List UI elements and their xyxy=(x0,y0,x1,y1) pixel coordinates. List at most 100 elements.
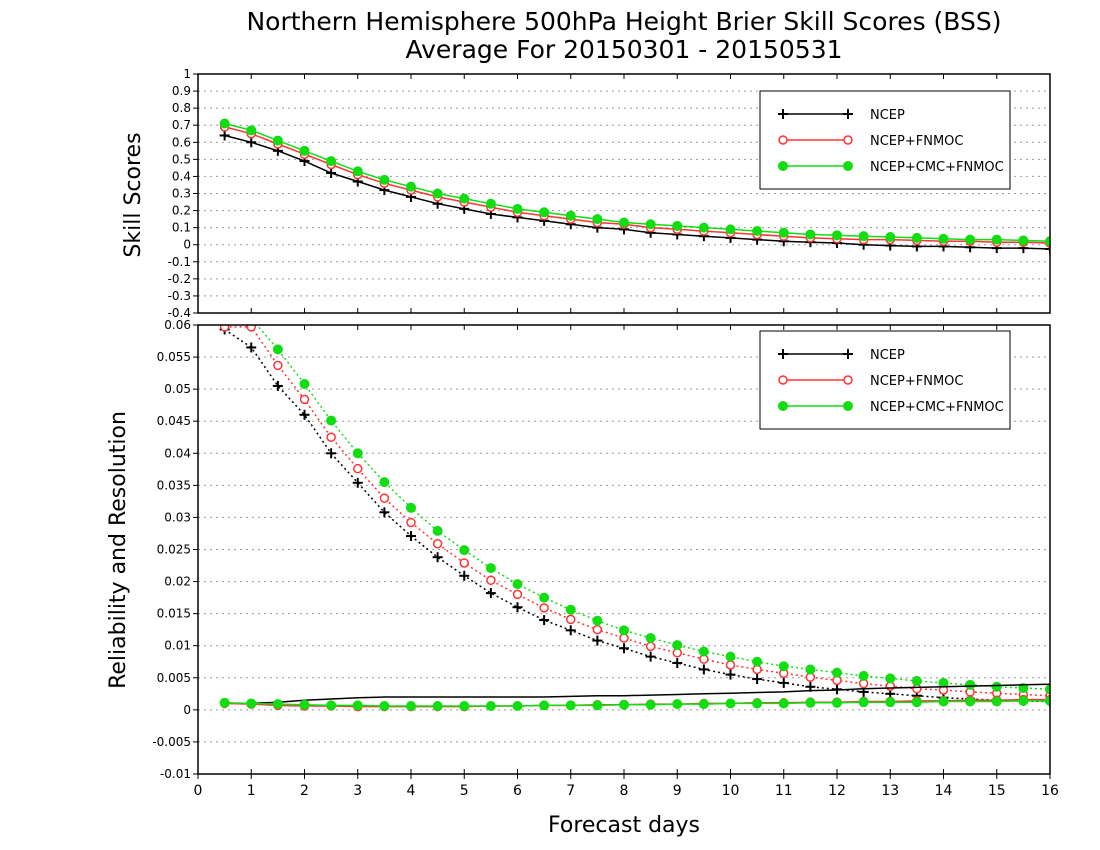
series-ncep-cmc-fnmoc-marker xyxy=(1045,684,1050,695)
series-ncep-cmc-fnmoc-marker xyxy=(299,145,310,156)
series-ncep-cmc-fnmoc-marker xyxy=(778,698,789,709)
series-ncep-cmc-fnmoc-marker xyxy=(938,696,949,707)
series-ncep-cmc-fnmoc-marker xyxy=(299,699,310,710)
series-ncep-cmc-fnmoc-marker xyxy=(220,304,229,313)
series-ncep-cmc-fnmoc-marker xyxy=(485,563,496,574)
legend-ncep-cmc-fnmoc-label: NCEP+CMC+FNMOC xyxy=(870,400,1004,415)
series-ncep-cmc-fnmoc-marker xyxy=(565,604,576,615)
series-ncep-cmc-fnmoc-marker xyxy=(752,656,763,667)
series-ncep-fnmoc-marker xyxy=(645,641,656,652)
series-ncep-cmc-fnmoc-marker xyxy=(352,166,363,177)
x-tick-label: 3 xyxy=(353,783,362,799)
series-ncep-fnmoc-marker xyxy=(246,325,256,332)
series-ncep-cmc-fnmoc-marker xyxy=(459,701,470,712)
series-ncep-fnmoc-marker xyxy=(273,360,283,371)
series-group xyxy=(219,304,1050,712)
plot-frame xyxy=(197,324,1051,775)
series-ncep-cmc-fnmoc-marker xyxy=(911,697,922,708)
series-ncep-cmc-fnmoc-marker xyxy=(485,701,496,712)
legend-ncep-fnmoc-marker xyxy=(843,375,853,385)
series-ncep-cmc-fnmoc-marker xyxy=(965,234,976,245)
reliability-resolution-panel: -0.01 -0.005 0 0.005 0.01 0.015 0.02 0.025 0.03 0… xyxy=(152,304,1059,799)
legend-ncep-cmc-fnmoc-label: NCEP+CMC+FNMOC xyxy=(870,160,1004,175)
series-ncep-cmc-fnmoc-marker xyxy=(485,198,496,209)
x-axis-label: Forecast days xyxy=(548,813,700,838)
y-tick-label: 0 xyxy=(183,238,191,252)
series-ncep-fnmoc-marker xyxy=(406,517,416,528)
series-ncep-fnmoc-marker xyxy=(326,432,336,442)
series-ncep-cmc-fnmoc-marker xyxy=(885,697,896,708)
series-ncep-cmc-fnmoc-marker xyxy=(406,181,416,192)
series-ncep-cmc-fnmoc-marker xyxy=(938,233,949,244)
series-ncep-cmc-fnmoc-marker xyxy=(512,701,523,712)
series-ncep-cmc-fnmoc-marker xyxy=(991,234,1002,245)
series-ncep-fnmoc-marker xyxy=(566,614,576,625)
y-tick-label: -0.1 xyxy=(168,255,191,269)
series-ncep-cmc-fnmoc-marker xyxy=(592,615,603,626)
series-ncep-cmc-fnmoc-marker xyxy=(1018,235,1029,246)
series-ncep-cmc-fnmoc-marker xyxy=(565,210,576,221)
series-ncep-fnmoc-marker xyxy=(219,325,230,332)
series-ncep-cmc-fnmoc-marker xyxy=(352,448,363,459)
series-ncep-fnmoc-marker xyxy=(486,575,496,586)
series-ncep-cmc-fnmoc-marker xyxy=(432,188,443,199)
series-ncep-cmc-fnmoc-marker xyxy=(1018,695,1029,706)
series-ncep-cmc-fnmoc-marker xyxy=(1045,695,1050,706)
series-ncep-fnmoc-marker xyxy=(299,394,310,405)
legend-ncep-fnmoc-label: NCEP+FNMOC xyxy=(870,374,963,389)
series-ncep-fnmoc-marker xyxy=(459,558,469,568)
y-tick-label: 0.02 xyxy=(164,575,191,589)
y-tick-label: 0.2 xyxy=(172,204,191,218)
y-tick-label: 0.05 xyxy=(164,382,191,396)
legend-ncep-fnmoc-label: NCEP+FNMOC xyxy=(870,134,963,149)
x-tick-label: 15 xyxy=(988,783,1006,799)
series-ncep-fnmoc-marker xyxy=(592,624,603,635)
legend: NCEP NCEP+FNMOC NCEP+CMC+FNMOC xyxy=(759,90,1011,190)
y-tick-label: 0.7 xyxy=(172,118,191,132)
series-ncep-cmc-fnmoc-marker xyxy=(512,203,523,214)
series-ncep-cmc-fnmoc-marker xyxy=(885,673,896,684)
series-ncep-cmc-fnmoc-marker xyxy=(432,701,443,712)
y-tick-label: 0.04 xyxy=(164,446,191,460)
series-ncep-cmc-fnmoc-line xyxy=(255,325,1050,691)
x-tick-label: 13 xyxy=(881,783,899,799)
series-ncep-cmc-fnmoc-marker xyxy=(965,696,976,707)
series-ncep-cmc-fnmoc-marker xyxy=(752,226,763,237)
y-tick-label: -0.01 xyxy=(160,767,191,781)
series-ncep-cmc-fnmoc-marker xyxy=(805,697,816,708)
x-tick-label: 0 xyxy=(194,783,203,799)
series-ncep-cmc-fnmoc-marker xyxy=(272,135,283,146)
x-tick-label: 2 xyxy=(300,783,309,799)
series-ncep-cmc-fnmoc-marker xyxy=(672,220,683,231)
series-ncep-cmc-fnmoc-marker xyxy=(698,699,709,710)
y-tick-label: 0 xyxy=(183,703,191,717)
series-ncep-fnmoc-marker xyxy=(512,589,523,600)
x-tick-label: 7 xyxy=(566,783,575,799)
series-ncep-cmc-fnmoc-marker xyxy=(645,699,656,710)
series-ncep-cmc-fnmoc-marker xyxy=(805,664,816,675)
bottom-y-axis-label: Reliability and Resolution xyxy=(106,411,131,689)
series-ncep-cmc-fnmoc-marker xyxy=(1018,683,1029,694)
y-tick-label: 0.9 xyxy=(172,84,191,98)
series-ncep-cmc-fnmoc-marker xyxy=(725,224,736,235)
series-ncep-fnmoc-marker xyxy=(539,603,549,613)
y-tick-label: 0.015 xyxy=(157,607,191,621)
series-ncep-cmc-fnmoc-marker xyxy=(752,698,763,709)
series-ncep-cmc-fnmoc-marker xyxy=(432,525,443,536)
series-ncep-cmc-fnmoc-marker xyxy=(379,174,390,185)
series-ncep-cmc-fnmoc-marker xyxy=(832,230,842,241)
y-tick-label: 0.045 xyxy=(157,414,191,428)
series-ncep-cmc-fnmoc-marker xyxy=(406,701,416,712)
series-ncep-cmc-fnmoc-marker xyxy=(698,646,709,657)
y-tick-label: 0.005 xyxy=(157,671,191,685)
y-tick-label: 0.3 xyxy=(172,187,191,201)
x-tick-label: 10 xyxy=(722,783,740,799)
series-ncep-cmc-fnmoc-marker xyxy=(858,670,869,681)
series-ncep-cmc-fnmoc-marker xyxy=(645,633,656,644)
y-tick-label: -0.3 xyxy=(168,289,191,303)
series-ncep-cmc-fnmoc-marker xyxy=(512,579,523,590)
series-ncep-cmc-fnmoc-marker xyxy=(991,696,1002,707)
series-ncep-cmc-fnmoc-marker xyxy=(565,700,576,711)
series-ncep-cmc-fnmoc-marker xyxy=(805,229,816,240)
series-ncep-cmc-fnmoc-marker xyxy=(911,232,922,243)
